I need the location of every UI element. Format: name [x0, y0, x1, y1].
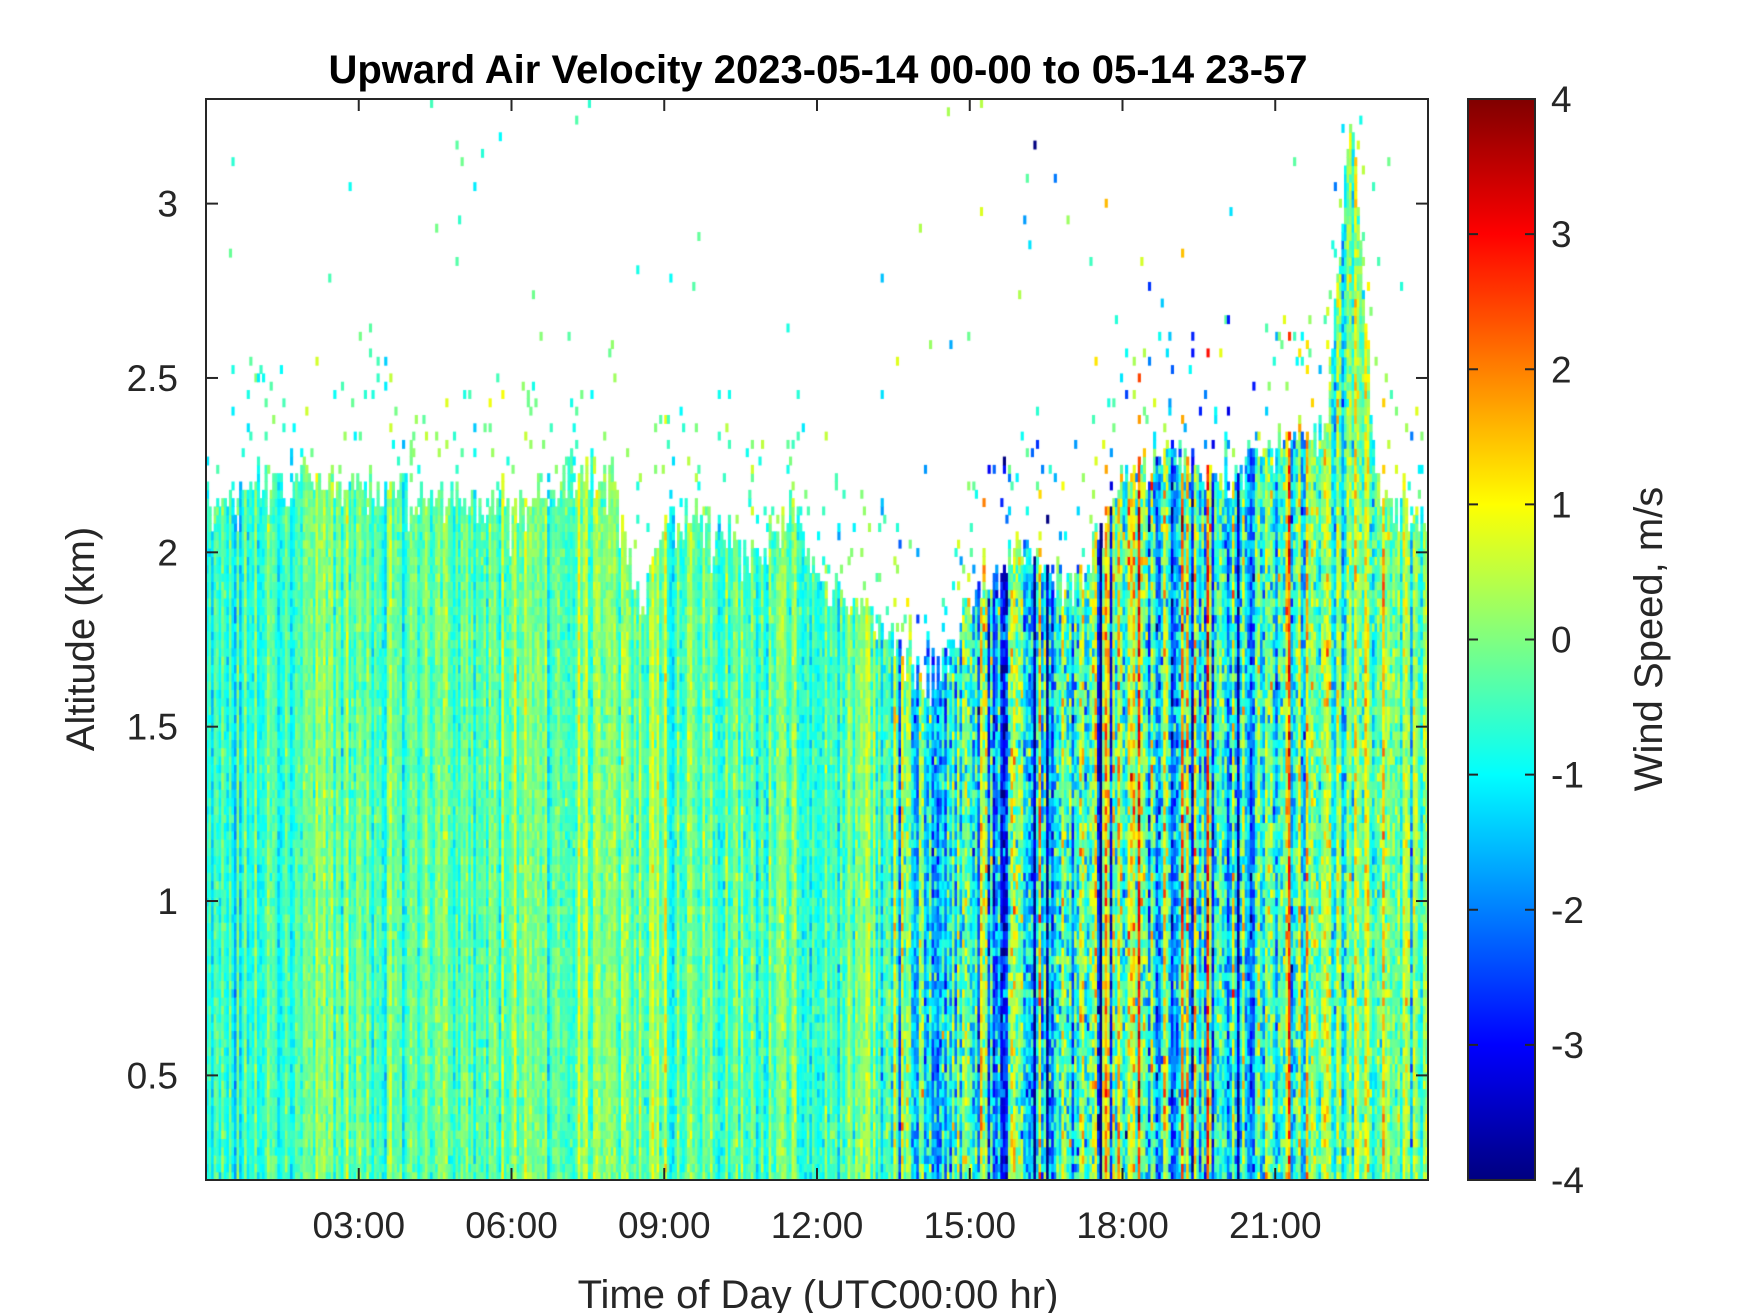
colorbar-tick-label: -2 [1551, 890, 1584, 931]
x-tick-label: 12:00 [771, 1205, 864, 1246]
x-axis: 03:00 06:00 09:00 12:00 15:00 18:00 21:00 [312, 99, 1322, 1246]
y-tick-label: 2.5 [127, 358, 178, 399]
y-axis-label: Altitude (km) [59, 527, 103, 752]
y-axis: 0.5 1 1.5 2 2.5 3 [127, 184, 1428, 1096]
colorbar-tick-label: -1 [1551, 755, 1584, 796]
x-tick-label: 06:00 [465, 1205, 558, 1246]
x-tick-label: 09:00 [618, 1205, 711, 1246]
colorbar-tick-label: 2 [1551, 349, 1572, 390]
colorbar-tick-label: 3 [1551, 214, 1572, 255]
y-tick-label: 1.5 [127, 707, 178, 748]
x-tick-label: 15:00 [923, 1205, 1016, 1246]
y-tick-label: 3 [157, 184, 178, 225]
x-tick-label: 21:00 [1229, 1205, 1322, 1246]
chart-title: Upward Air Velocity 2023-05-14 00-00 to … [328, 48, 1307, 92]
colorbar-tick-label: -4 [1551, 1160, 1584, 1201]
y-tick-label: 0.5 [127, 1055, 178, 1096]
colorbar-tick-label: 1 [1551, 484, 1572, 525]
heatmap-data [206, 99, 1428, 1180]
colorbar-axis: 4 3 2 1 0 -1 -2 -3 -4 [1468, 79, 1584, 1201]
colorbar-tick-label: 4 [1551, 79, 1572, 120]
y-tick-label: 2 [157, 532, 178, 573]
x-axis-label: Time of Day (UTC00:00 hr) [578, 1273, 1059, 1313]
x-tick-label: 18:00 [1076, 1205, 1169, 1246]
colorbar [1467, 98, 1536, 1181]
colorbar-tick-label: 0 [1551, 620, 1572, 661]
x-tick-label: 03:00 [312, 1205, 405, 1246]
heatmap-image [206, 99, 1428, 1180]
colorbar-label: Wind Speed, m/s [1627, 487, 1671, 792]
colorbar-tick-label: -3 [1551, 1025, 1584, 1066]
y-tick-label: 1 [157, 881, 178, 922]
